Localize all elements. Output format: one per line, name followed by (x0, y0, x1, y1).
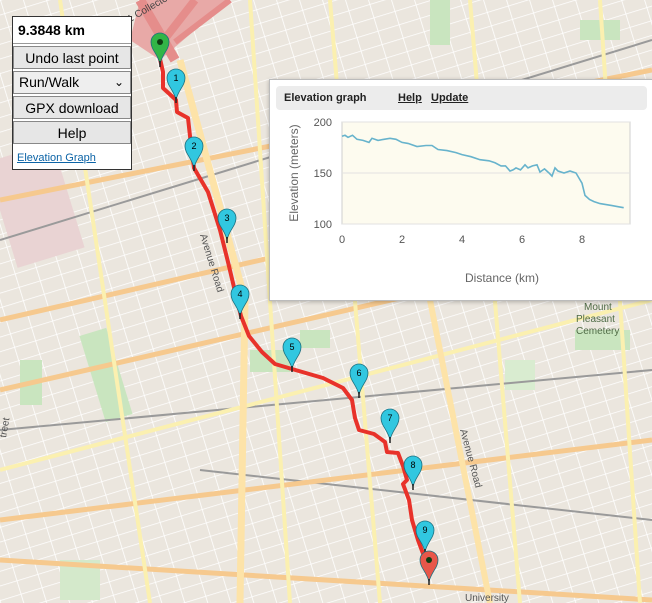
waypoint-marker-1[interactable]: 1 (166, 68, 186, 103)
x-tick-label: 4 (459, 234, 465, 246)
waypoint-marker-3[interactable]: 3 (217, 208, 237, 243)
waypoint-marker-7[interactable]: 7 (380, 408, 400, 443)
cemetery-label-3: Cemetery (576, 326, 619, 337)
elevation-update-link[interactable]: Update (431, 92, 469, 104)
cemetery-label-2: Pleasant (576, 314, 615, 325)
marker-number: 5 (289, 342, 294, 352)
elevation-popup-title: Elevation graph (284, 92, 367, 104)
y-tick-label: 200 (314, 117, 332, 129)
y-tick-label: 150 (314, 168, 332, 180)
waypoint-marker-4[interactable]: 4 (230, 284, 250, 319)
start-marker[interactable] (150, 32, 170, 67)
street-label: treet (0, 417, 12, 439)
undo-last-point-button[interactable]: Undo last point (13, 46, 131, 69)
waypoint-marker-2[interactable]: 2 (184, 136, 204, 171)
elevation-chart: 100 150 200 0 2 4 6 8 Distance (km) Elevation … (287, 117, 631, 285)
marker-number: 9 (422, 525, 427, 535)
gridlines (342, 121, 630, 225)
distance-readout: 9.3848 km (13, 17, 131, 44)
marker-dot (157, 39, 163, 45)
elevation-popup: Elevation graph Help Update 100 150 200 0 2… (269, 79, 652, 301)
x-tick-label: 6 (519, 234, 525, 246)
x-tick-label: 0 (339, 234, 345, 246)
mode-select[interactable]: Run/Walk ⌄ (13, 71, 131, 94)
y-axis-label: Elevation (meters) (287, 124, 301, 221)
waypoint-marker-8[interactable]: 8 (403, 455, 423, 490)
help-button[interactable]: Help (13, 121, 131, 144)
mode-select-value: Run/Walk (19, 74, 80, 90)
x-tick-label: 2 (399, 234, 405, 246)
marker-number: 7 (387, 413, 392, 423)
marker-number: 6 (356, 368, 361, 378)
avenue-road-south (427, 299, 493, 603)
marker-number: 1 (173, 73, 178, 83)
marker-number: 4 (237, 289, 242, 299)
x-axis-label: Distance (km) (465, 271, 539, 285)
end-marker[interactable] (419, 550, 439, 585)
marker-number: 2 (191, 141, 196, 151)
gpx-download-button[interactable]: GPX download (13, 96, 131, 119)
elevation-popup-header: Elevation graph Help Update (276, 86, 647, 110)
university-label: University (465, 593, 509, 603)
waypoint-marker-5[interactable]: 5 (282, 337, 302, 372)
elevation-graph-link[interactable]: Elevation Graph (17, 152, 96, 164)
elevation-help-link[interactable]: Help (398, 92, 422, 104)
x-tick-label: 8 (579, 234, 585, 246)
cemetery-label-1: Mount (584, 302, 612, 313)
y-tick-labels: 100 150 200 (314, 117, 332, 231)
control-panel: 9.3848 km Undo last point Run/Walk ⌄ GPX… (12, 16, 132, 170)
elevation-series-line (341, 134, 624, 209)
route-markers: 1 2 3 4 5 6 7 8 9 (150, 32, 439, 585)
x-tick-labels: 0 2 4 6 8 (339, 234, 585, 246)
chevron-down-icon: ⌄ (113, 75, 124, 89)
waypoint-marker-6[interactable]: 6 (349, 363, 369, 398)
marker-number: 8 (410, 460, 415, 470)
marker-number: 3 (224, 213, 229, 223)
marker-dot (426, 557, 432, 563)
y-tick-label: 100 (314, 219, 332, 231)
